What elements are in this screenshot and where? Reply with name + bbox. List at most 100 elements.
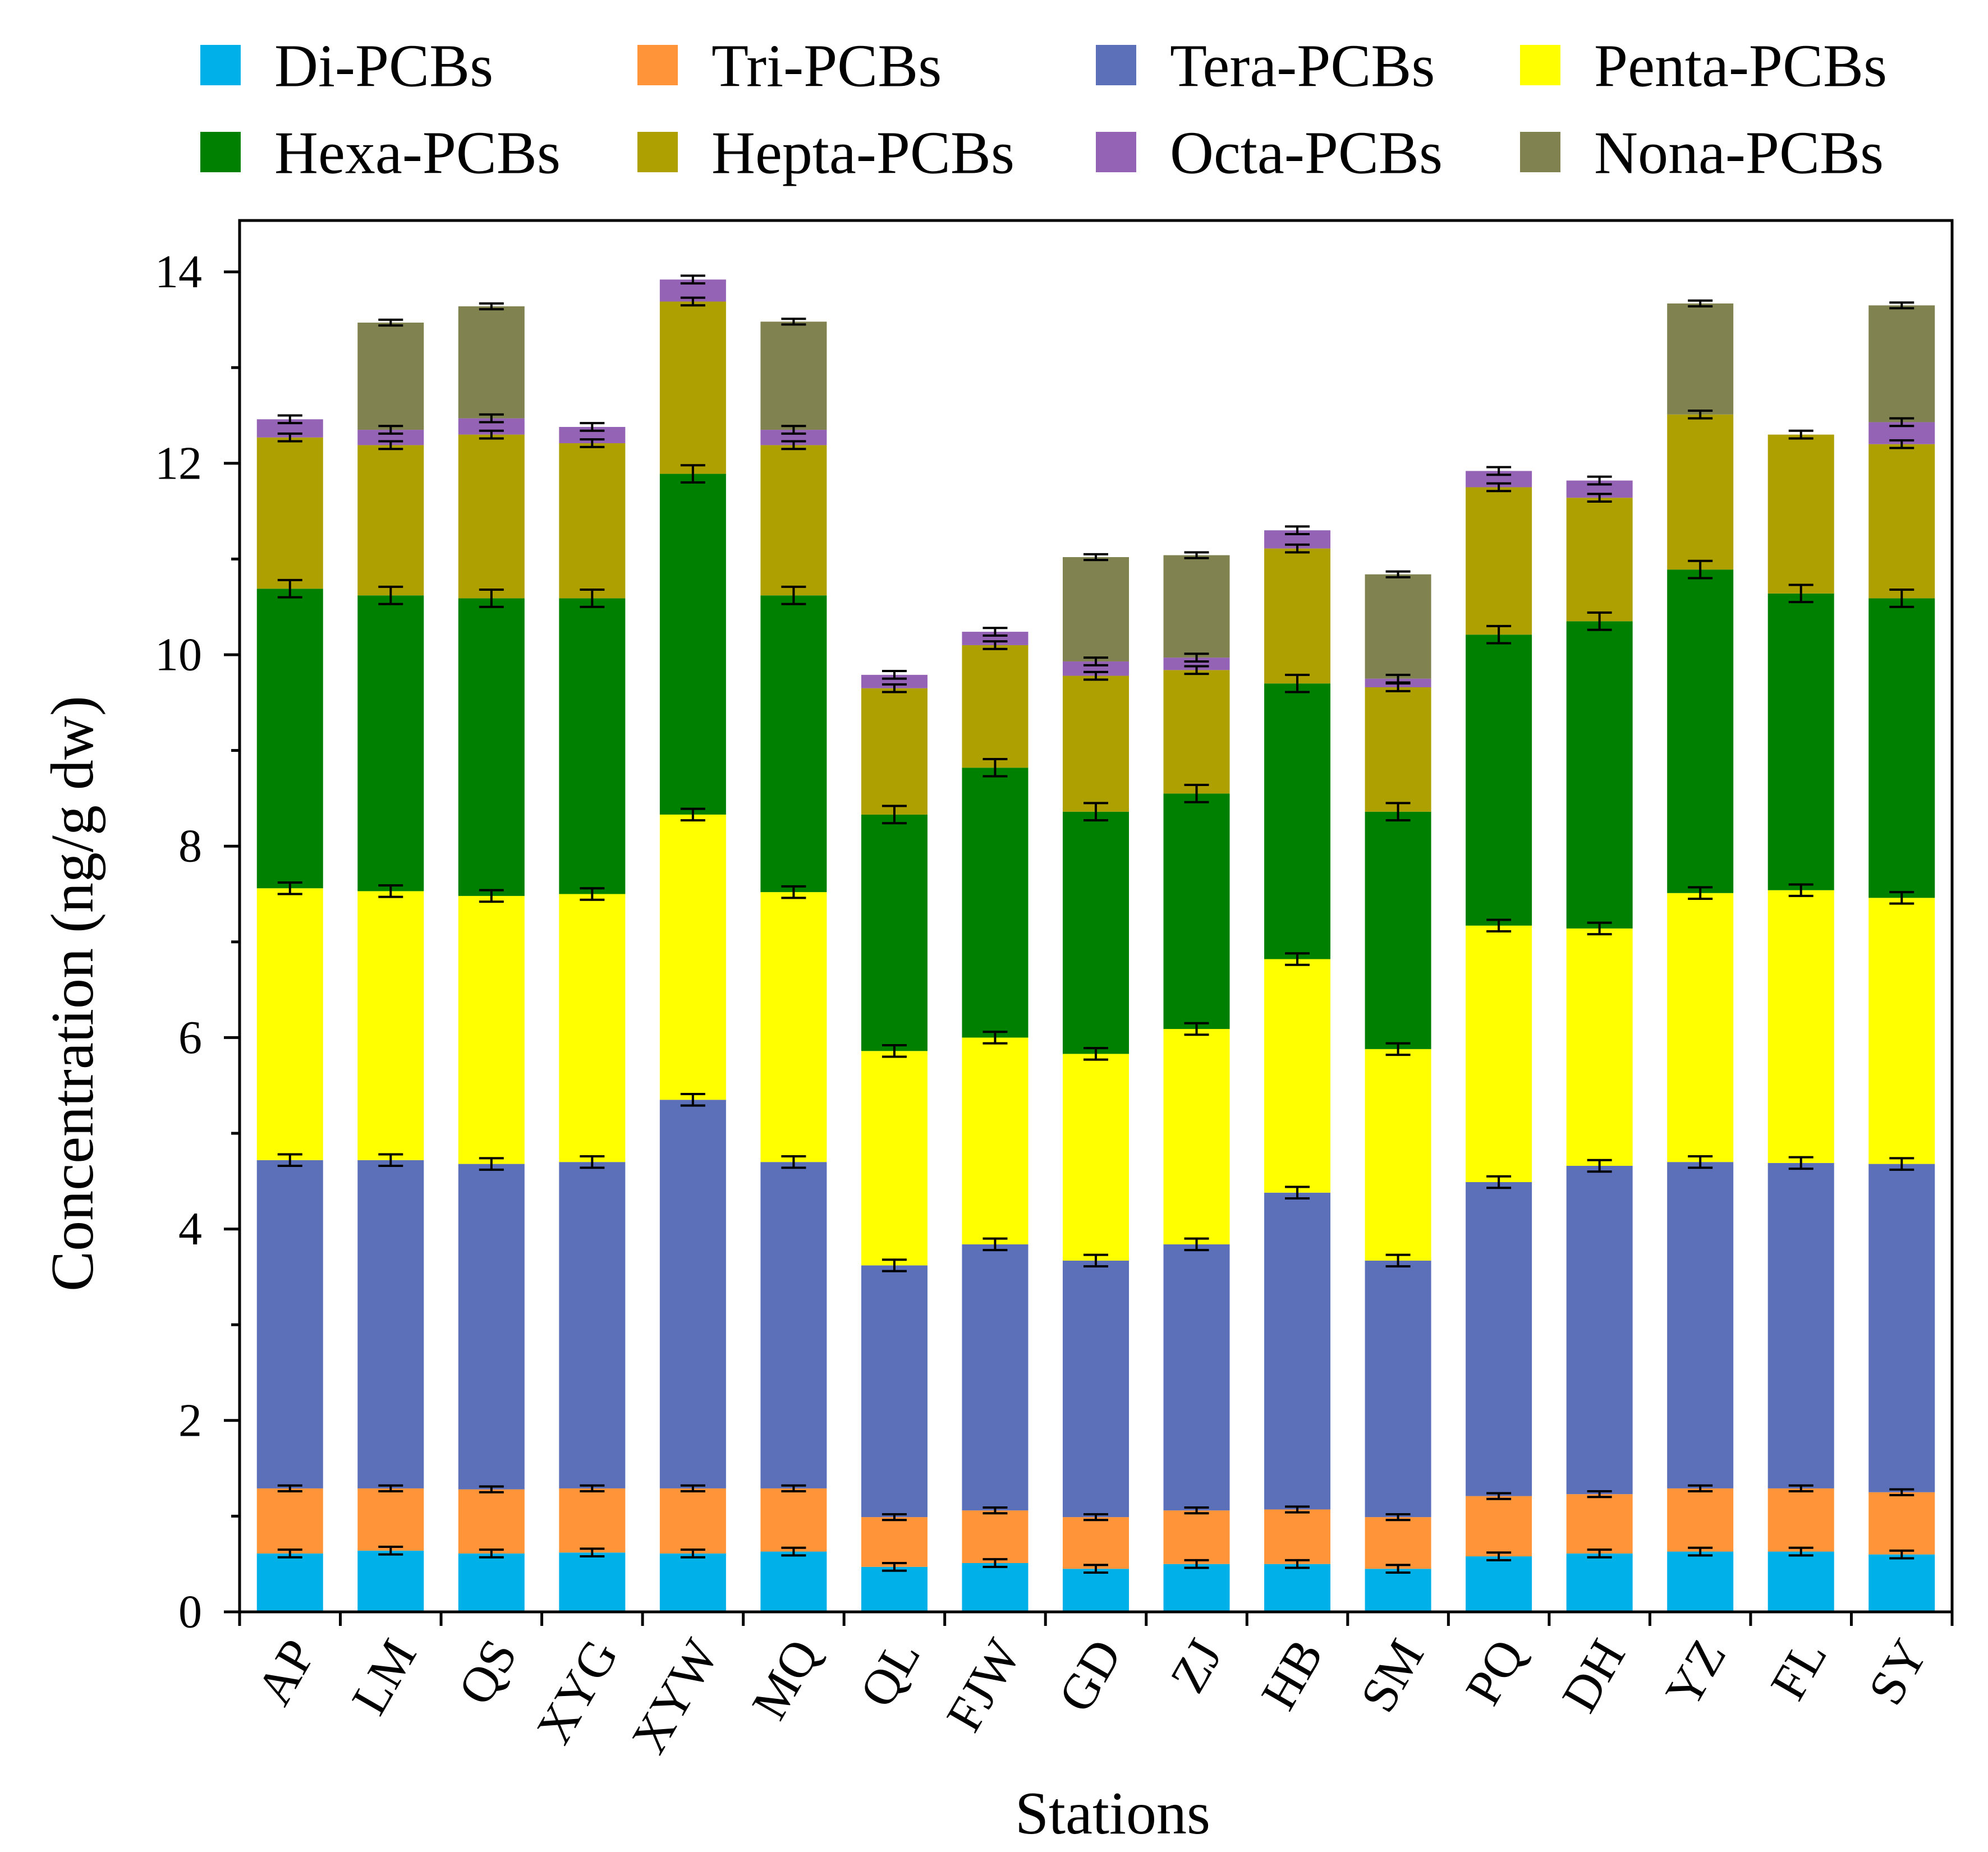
bar-segment-tera-pcbs-xyg <box>559 1162 626 1488</box>
bar-segment-di-pcbs-yz <box>1667 1551 1734 1612</box>
bar-segment-di-pcbs-mq <box>760 1551 827 1612</box>
error-bar <box>1285 673 1310 693</box>
plot-frame <box>238 219 1954 1614</box>
error-bar <box>982 1506 1008 1515</box>
error-bar <box>580 1155 605 1169</box>
bar-segment-di-pcbs-pq <box>1466 1556 1532 1612</box>
error-bar <box>680 1484 705 1493</box>
y-tick-label: 10 <box>155 629 202 681</box>
error-bar <box>479 1157 504 1171</box>
error-bar <box>881 670 907 680</box>
legend-item-tera-pcbs: Tera-PCBs <box>1096 33 1435 100</box>
error-bar <box>1889 439 1914 449</box>
bar-segment-hexa-pcbs-mq <box>760 595 827 893</box>
bar-segment-hexa-pcbs-fjw <box>962 768 1029 1038</box>
bar-segment-nona-pcbs-gd <box>1063 557 1129 661</box>
y-tick-label: 0 <box>178 1586 202 1638</box>
legend-swatch <box>1520 45 1560 85</box>
error-bar <box>1889 891 1914 905</box>
x-tick-label: FJW <box>936 1630 1032 1741</box>
bar-segment-tera-pcbs-sy <box>1868 1164 1935 1492</box>
error-bar <box>1184 652 1209 663</box>
error-bar <box>1587 921 1612 936</box>
bar-segment-hepta-pcbs-xyw <box>659 301 726 474</box>
bar-segment-tri-pcbs-yz <box>1667 1488 1734 1552</box>
y-tick-label: 4 <box>178 1203 202 1255</box>
bar-segment-hexa-pcbs-hb <box>1264 683 1331 959</box>
error-bar <box>1184 551 1209 559</box>
error-bar <box>1385 673 1411 684</box>
error-bar <box>1788 1546 1813 1557</box>
error-bar <box>1889 1488 1914 1496</box>
bar-segment-hepta-pcbs-hb <box>1264 548 1331 684</box>
error-bar <box>1688 886 1713 900</box>
error-bar <box>680 1548 705 1559</box>
error-bar <box>680 274 705 285</box>
bar-segment-penta-pcbs-fjw <box>962 1037 1029 1244</box>
bar-segment-nona-pcbs-mq <box>760 321 827 430</box>
bar-segment-penta-pcbs-xyw <box>659 814 726 1100</box>
error-bar <box>1385 1564 1411 1574</box>
bar-segment-tri-pcbs-sm <box>1365 1517 1431 1569</box>
x-tick-label: ZJ <box>1160 1630 1233 1702</box>
error-bar <box>479 1485 504 1493</box>
x-tick-label: HB <box>1251 1630 1334 1719</box>
error-bar <box>680 296 705 307</box>
error-bar <box>781 440 806 451</box>
legend-swatch <box>1096 45 1136 85</box>
error-bar <box>1285 1505 1310 1514</box>
x-tick-label: QL <box>849 1630 931 1716</box>
bar-segment-tera-pcbs-hb <box>1264 1192 1331 1510</box>
bar-segment-hepta-pcbs-sm <box>1365 687 1431 812</box>
legend-item-hepta-pcbs: Hepta-PCBs <box>637 120 1014 187</box>
error-bar <box>1083 553 1108 562</box>
error-bar <box>378 318 403 327</box>
bar-segment-hexa-pcbs-zj <box>1163 793 1230 1030</box>
bar-segment-di-pcbs-zj <box>1163 1564 1230 1612</box>
error-bar <box>781 1155 806 1169</box>
error-bar <box>479 588 504 608</box>
bar-segment-hepta-pcbs-zj <box>1163 670 1230 794</box>
bar-segment-penta-pcbs-xyg <box>559 894 626 1162</box>
error-bar <box>1788 429 1813 440</box>
bar-segment-octa-pcbs-ql <box>861 674 928 688</box>
x-tick-label: MQ <box>741 1630 830 1729</box>
error-bar <box>1083 656 1108 667</box>
y-tick-label: 12 <box>155 437 202 489</box>
error-bar <box>479 1548 504 1559</box>
error-bar <box>378 440 403 451</box>
error-bar <box>1688 299 1713 308</box>
bar-segment-tri-pcbs-xyw <box>659 1488 726 1554</box>
error-bars <box>277 274 1914 1574</box>
bar-segment-tera-pcbs-zj <box>1163 1244 1230 1511</box>
error-bar <box>1385 1042 1411 1056</box>
legend-label: Hepta-PCBs <box>711 120 1014 187</box>
error-bar <box>1184 665 1209 675</box>
error-bar <box>1486 482 1512 493</box>
x-tick-label: GD <box>1048 1630 1132 1721</box>
error-bar <box>1083 1564 1108 1574</box>
error-bar <box>277 414 302 425</box>
error-bar <box>1385 570 1411 578</box>
error-bar <box>781 1546 806 1557</box>
bar-segment-hexa-pcbs-sm <box>1365 811 1431 1049</box>
bar-segment-hepta-pcbs-sy <box>1868 444 1935 599</box>
bar-segment-di-pcbs-sy <box>1868 1554 1935 1612</box>
bar-segment-hexa-pcbs-pq <box>1466 635 1532 926</box>
bar-segment-tri-pcbs-zj <box>1163 1510 1230 1564</box>
x-tick-label: LM <box>341 1630 427 1724</box>
bar-segment-hepta-pcbs-pq <box>1466 487 1532 635</box>
y-tick-label: 6 <box>178 1012 202 1064</box>
bar-segment-hepta-pcbs-qs <box>458 434 525 599</box>
bar-segment-hexa-pcbs-sy <box>1868 598 1935 898</box>
bar-segment-tera-pcbs-ap <box>256 1160 323 1488</box>
error-bar <box>277 432 302 443</box>
x-tick-label: FL <box>1760 1630 1838 1709</box>
error-bar <box>680 807 705 822</box>
bar-segment-penta-pcbs-ql <box>861 1051 928 1266</box>
error-bar <box>982 757 1008 778</box>
error-bar <box>1285 952 1310 966</box>
error-bar <box>982 640 1008 650</box>
error-bar <box>277 1484 302 1493</box>
error-bar <box>378 1484 403 1493</box>
